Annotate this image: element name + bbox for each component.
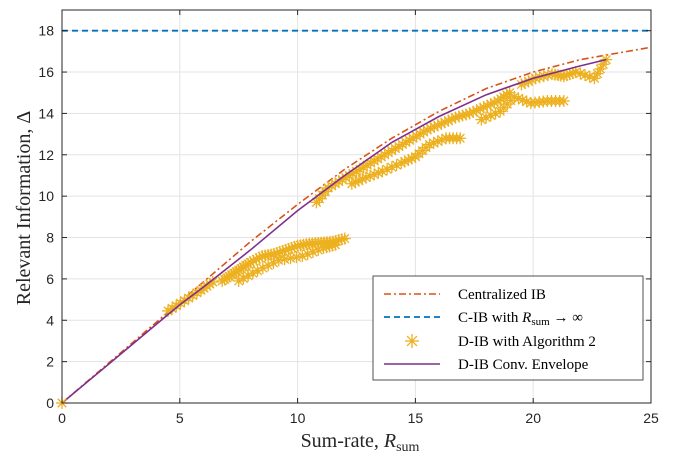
data-point [489,107,502,120]
data-point [557,95,570,108]
x-tick-label: 5 [176,410,184,426]
y-tick-label: 18 [38,23,54,39]
data-point [452,110,465,123]
legend-label-dib-points: D-IB with Algorithm 2 [458,334,596,350]
y-tick-label: 12 [38,147,54,163]
y-tick-label: 4 [46,312,54,328]
data-point [338,232,351,245]
y-tick-label: 2 [46,354,54,370]
data-point [332,175,345,188]
y-axis-label: Relevant Information, Δ [13,111,35,306]
tick-labels: 0 5 10 15 20 25 0 2 4 6 8 10 12 14 16 18 [38,10,659,426]
data-point [376,165,389,178]
y-tick-label: 16 [38,64,54,80]
legend-swatch-dib-points [405,334,419,348]
data-point [206,275,219,288]
y-tick-label: 0 [46,395,54,411]
data-point [312,243,325,256]
data-point [484,109,497,122]
data-point [306,246,319,259]
data-point [454,132,467,145]
data-point [438,116,451,129]
legend: Centralized IB C-IB with Rsum → ∞ D-IB w… [372,275,644,381]
data-point [594,62,607,75]
data-point [296,250,309,263]
plot-area [56,29,652,409]
data-point [381,163,394,176]
data-point [301,248,314,261]
y-tick-label: 14 [38,105,54,121]
series-dib_envelope [61,58,607,404]
data-point [475,113,488,126]
x-tick-label: 20 [525,410,541,426]
legend-label-centralized: Centralized IB [458,287,546,303]
y-tick-label: 10 [38,188,54,204]
data-point [232,274,245,287]
y-tick-label: 8 [46,230,54,246]
legend-label-cib-inf: C-IB with Rsum → ∞ [458,310,583,328]
series-centralized [61,46,652,404]
data-point [385,161,398,174]
x-tick-label: 0 [58,410,66,426]
legend-star-marker [405,334,419,348]
legend-label-dib-envelope: D-IB Conv. Envelope [458,357,589,373]
x-tick-label: 15 [408,410,424,426]
x-axis-label: Sum-rate, Rsum [301,430,420,455]
x-tick-label: 25 [643,410,659,426]
series-dib_points [162,53,613,317]
data-point [467,105,480,118]
data-point [329,238,342,251]
y-tick-label: 6 [46,271,54,287]
x-tick-label: 10 [290,410,306,426]
plot-frame [61,9,652,404]
data-point [480,111,493,124]
